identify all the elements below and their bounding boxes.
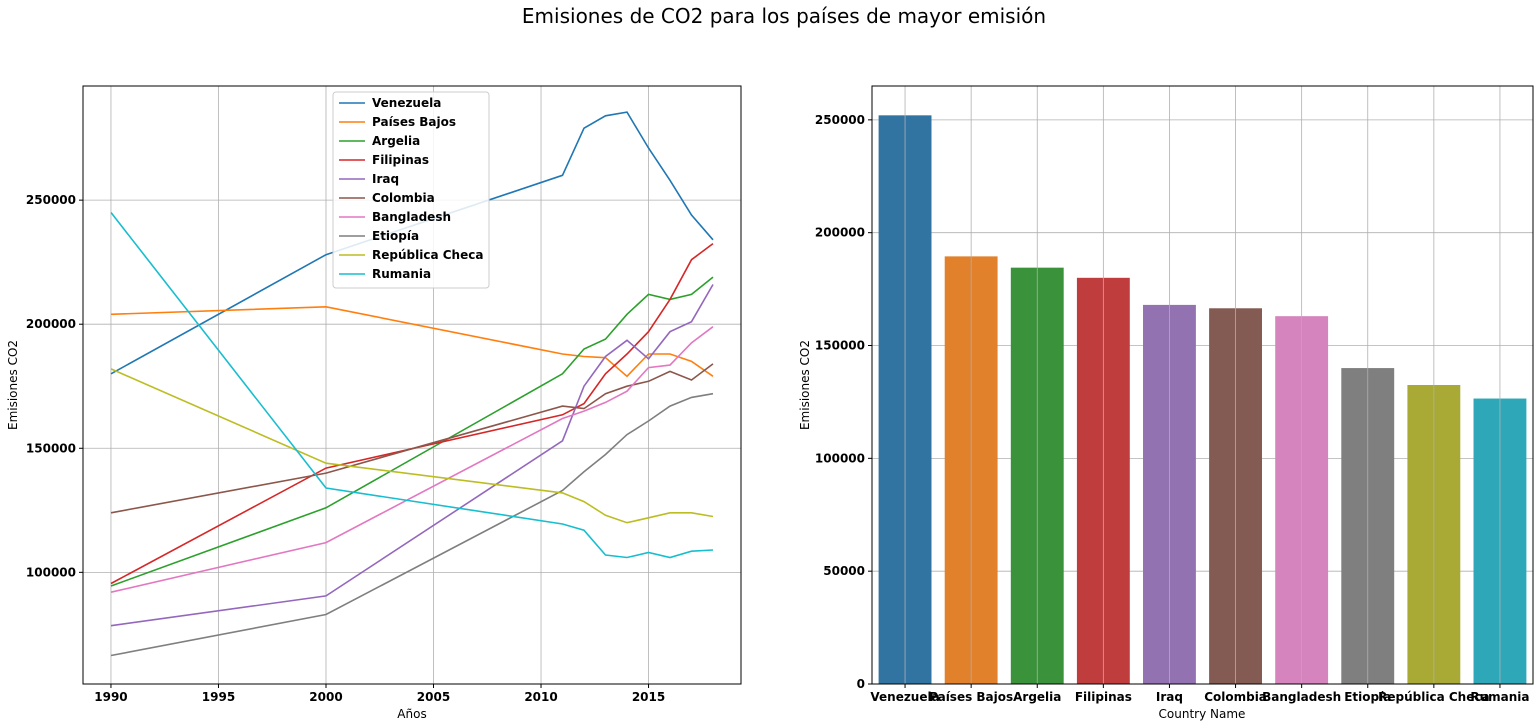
series-line-republica-checa bbox=[110, 368, 714, 524]
line-chart-xtick-label: 2010 bbox=[524, 690, 557, 704]
legend-label-etiopia: Etiopía bbox=[372, 229, 419, 243]
legend-box bbox=[332, 91, 490, 289]
line-chart-ytick-label: 100000 bbox=[26, 565, 76, 579]
legend-label-paises-bajos: Países Bajos bbox=[372, 115, 456, 129]
bar-chart-xtick-label: Filipinas bbox=[1075, 690, 1132, 704]
bar-chart-xtick-label: Etiopía bbox=[1344, 690, 1391, 704]
line-chart-ticks: 1990 1995 2000 2005 2010 2015 100000 150000 2000… bbox=[26, 193, 665, 704]
bar-chart-frame bbox=[871, 85, 1534, 685]
series-line-filipinas bbox=[110, 242, 714, 585]
bar-chart-ticks: 0 50000 100000 150000 200000 250000 VenezuelaP… bbox=[815, 113, 1530, 704]
bar-chart-bars bbox=[878, 86, 1527, 685]
bar-chart-xtick-label: Bangladesh bbox=[1262, 690, 1341, 704]
bar-chart-xtick-label: Colombia bbox=[1204, 690, 1267, 704]
legend-label-filipinas: Filipinas bbox=[372, 153, 429, 167]
line-chart-xtick-label: 1990 bbox=[94, 690, 127, 704]
series-line-etiopia bbox=[110, 392, 714, 657]
line-chart-xtick-label: 2015 bbox=[632, 690, 665, 704]
line-chart-ytick-label: 250000 bbox=[26, 193, 76, 207]
bar-chart-xtick-label: Argelia bbox=[1013, 690, 1061, 704]
series-line-bangladesh bbox=[110, 326, 714, 593]
legend-label-venezuela: Venezuela bbox=[372, 96, 441, 110]
figure-title: Emisiones de CO2 para los países de mayo… bbox=[522, 4, 1046, 28]
legend-label-rumania: Rumania bbox=[372, 267, 431, 281]
line-chart-frame bbox=[82, 85, 742, 685]
legend-label-iraq: Iraq bbox=[372, 172, 399, 186]
bar-chart-ytick-label: 200000 bbox=[815, 226, 865, 240]
line-chart-ylabel: Emisiones CO2 bbox=[6, 340, 20, 430]
bar-chart-xtick-label: Rumania bbox=[1470, 690, 1529, 704]
legend-label-argelia: Argelia bbox=[372, 134, 420, 148]
bar-chart-ylabel: Emisiones CO2 bbox=[798, 340, 812, 430]
line-chart-legend: Venezuela Países Bajos Argelia Filipinas Ira… bbox=[332, 91, 490, 289]
line-chart-xlabel: Años bbox=[397, 707, 426, 721]
series-line-paises-bajos bbox=[110, 305, 714, 378]
series-line-rumania bbox=[110, 212, 714, 559]
bar-chart-ytick-label: 150000 bbox=[815, 339, 865, 353]
line-chart: 1990 1995 2000 2005 2010 2015 100000 150000 2000… bbox=[6, 85, 742, 721]
bar-chart: 0 50000 100000 150000 200000 250000 VenezuelaP… bbox=[798, 85, 1534, 721]
legend-label-colombia: Colombia bbox=[372, 191, 435, 205]
bar-chart-xtick-label: Países Bajos bbox=[929, 690, 1013, 704]
bar-chart-xtick-label: República Checa bbox=[1378, 690, 1489, 704]
series-line-iraq bbox=[110, 284, 714, 627]
bar-chart-ytick-label: 250000 bbox=[815, 113, 865, 127]
bar-chart-ytick-label: 50000 bbox=[823, 564, 865, 578]
line-chart-xtick-label: 1995 bbox=[202, 690, 235, 704]
line-chart-xtick-label: 2005 bbox=[417, 690, 450, 704]
bar-chart-ytick-label: 100000 bbox=[815, 451, 865, 465]
line-chart-ytick-label: 150000 bbox=[26, 441, 76, 455]
legend-label-bangladesh: Bangladesh bbox=[372, 210, 451, 224]
line-chart-xtick-label: 2000 bbox=[309, 690, 342, 704]
bar-chart-xtick-label: Venezuela bbox=[870, 690, 939, 704]
bar-chart-xlabel: Country Name bbox=[1159, 707, 1246, 721]
line-chart-ytick-label: 200000 bbox=[26, 317, 76, 331]
series-line-colombia bbox=[110, 363, 714, 514]
bar-chart-xtick-label: Iraq bbox=[1156, 690, 1183, 704]
legend-label-republica-checa: República Checa bbox=[372, 248, 483, 262]
bar-chart-ytick-label: 0 bbox=[857, 677, 865, 691]
